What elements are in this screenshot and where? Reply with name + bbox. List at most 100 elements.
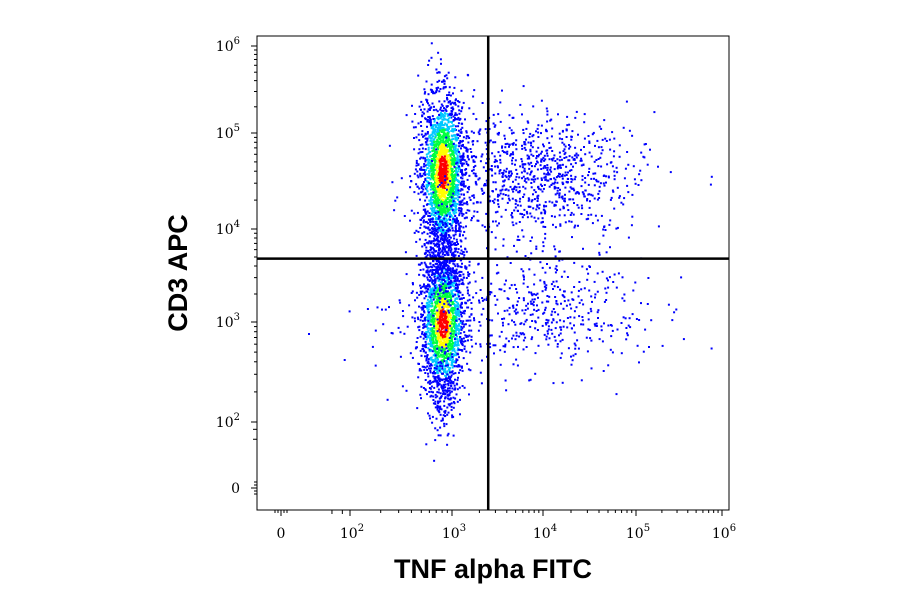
event-dot	[446, 330, 449, 333]
event-dot	[431, 302, 434, 305]
event-dot	[450, 183, 453, 186]
event-dot	[455, 191, 457, 194]
event-dot	[446, 339, 449, 341]
event-dot	[444, 320, 447, 323]
event-dot	[444, 389, 446, 392]
event-dot	[479, 160, 482, 163]
event-dot	[450, 338, 453, 341]
event-dot	[416, 211, 419, 214]
event-dot	[458, 109, 461, 112]
event-dot	[447, 183, 450, 186]
event-dot	[459, 304, 462, 307]
event-dot	[460, 340, 463, 343]
event-dot	[426, 393, 428, 396]
event-dot	[462, 152, 465, 155]
event-dot	[429, 223, 432, 226]
event-dot	[449, 251, 452, 254]
event-dot	[419, 172, 422, 175]
event-dot	[424, 379, 427, 381]
event-dot	[446, 443, 449, 446]
event-dot	[454, 287, 457, 290]
event-dot	[452, 211, 455, 214]
event-dot	[564, 221, 567, 224]
event-dot	[437, 322, 440, 325]
event-dot	[616, 171, 619, 174]
event-dot	[527, 205, 530, 208]
event-dot	[467, 306, 470, 309]
event-dot	[425, 357, 428, 360]
event-dot	[485, 229, 488, 232]
event-dot	[444, 187, 446, 189]
event-dot	[503, 134, 506, 137]
event-dot	[431, 227, 433, 230]
event-dot	[455, 144, 458, 147]
event-dot	[427, 283, 430, 286]
event-dot	[440, 354, 443, 357]
event-dot	[620, 201, 623, 204]
event-dot	[491, 174, 494, 177]
event-dot	[459, 336, 462, 338]
event-dot	[431, 141, 434, 144]
event-dot	[462, 320, 465, 323]
event-dot	[420, 397, 422, 400]
event-dot	[446, 173, 449, 176]
event-dot	[438, 328, 441, 331]
event-dot	[427, 162, 430, 165]
event-dot	[436, 337, 439, 339]
event-dot	[425, 153, 428, 156]
event-dot	[431, 323, 434, 326]
event-dot	[436, 188, 439, 191]
event-dot	[432, 354, 435, 357]
event-dot	[561, 130, 564, 133]
event-dot	[467, 188, 470, 191]
event-dot	[584, 153, 587, 156]
event-dot	[451, 283, 454, 286]
event-dot	[429, 262, 432, 265]
event-dot	[446, 373, 449, 376]
event-dot	[424, 160, 427, 163]
event-dot	[574, 224, 577, 227]
event-dot	[458, 290, 461, 293]
event-dot	[499, 169, 502, 171]
event-dot	[439, 170, 442, 172]
event-dot	[443, 82, 446, 85]
event-dot	[442, 364, 445, 367]
event-dot	[455, 153, 458, 156]
event-dot	[444, 192, 447, 195]
event-dot	[439, 230, 442, 233]
event-dot	[428, 251, 431, 254]
event-dot	[458, 315, 461, 318]
event-dot	[585, 218, 588, 221]
event-dot	[439, 348, 442, 351]
event-dot	[432, 399, 435, 401]
event-dot	[434, 126, 437, 129]
event-dot	[442, 79, 445, 82]
event-dot	[435, 227, 438, 229]
event-dot	[466, 154, 469, 157]
event-dot	[457, 219, 459, 222]
event-dot	[426, 325, 429, 328]
event-dot	[470, 307, 473, 310]
event-dot	[544, 175, 547, 178]
event-dot	[442, 385, 445, 388]
event-dot	[543, 212, 546, 214]
event-dot	[445, 301, 447, 304]
event-dot	[442, 143, 445, 146]
event-dot	[441, 261, 444, 264]
event-dot	[551, 150, 554, 152]
event-dot	[459, 189, 462, 192]
event-dot	[425, 323, 428, 326]
event-dot	[441, 300, 444, 303]
event-dot	[444, 133, 447, 136]
event-dot	[453, 154, 455, 157]
event-dot	[449, 120, 452, 123]
event-dot	[459, 221, 462, 224]
event-dot	[450, 371, 453, 374]
event-dot	[449, 147, 452, 150]
event-dot	[438, 333, 440, 336]
event-dot	[423, 163, 426, 165]
event-dot	[442, 153, 445, 156]
event-dot	[448, 215, 451, 218]
event-dot	[445, 200, 448, 203]
event-dot	[423, 291, 426, 294]
